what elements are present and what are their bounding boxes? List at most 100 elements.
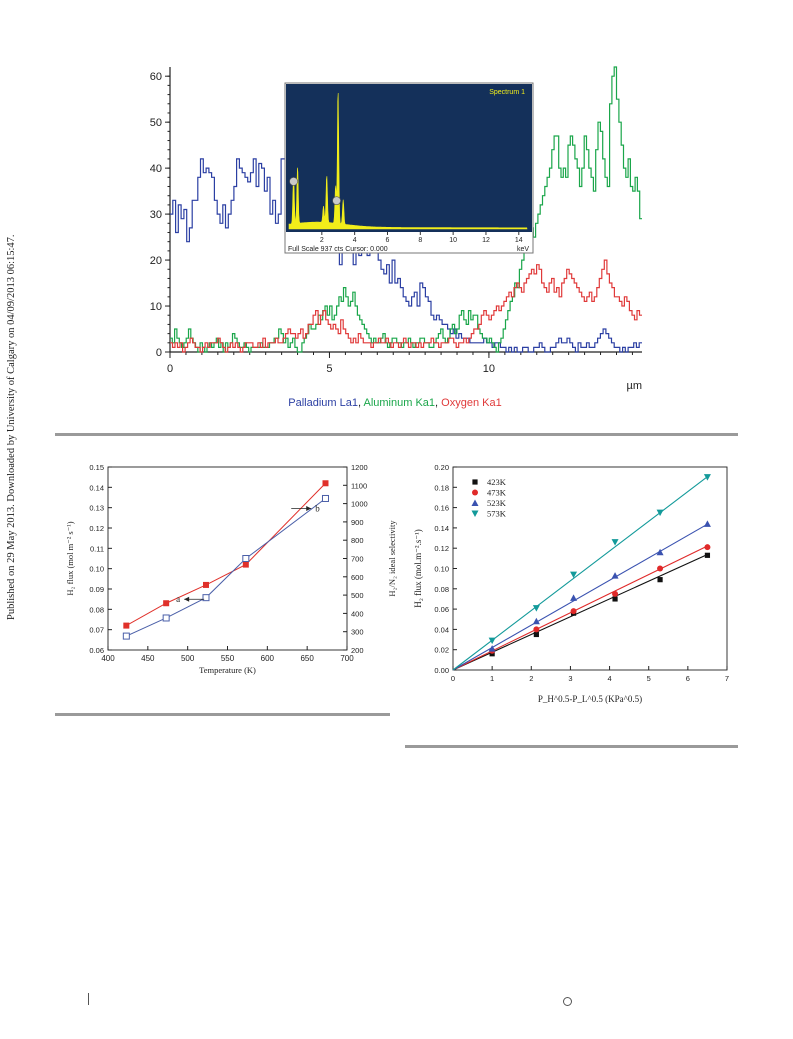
- legend-label-523K: 523K: [487, 498, 507, 508]
- divider-rule: [55, 433, 738, 436]
- x-tick-label: 700: [340, 654, 354, 663]
- fit-line-473K: [452, 545, 708, 671]
- point-423K: [533, 631, 539, 638]
- y-tick-label: 0.00: [434, 666, 449, 675]
- legend-oxygen: Oxygen Ka1: [441, 397, 502, 409]
- series-b-point: [321, 494, 329, 502]
- y-left-tick-label: 0.13: [89, 504, 104, 513]
- inset-x-tick-label: 2: [320, 237, 324, 244]
- x-tick-label: 550: [221, 654, 235, 663]
- series-a-line: [126, 482, 326, 627]
- x-tick-label: 5: [326, 363, 332, 375]
- y-tick-label: 0.16: [434, 504, 449, 513]
- eds-spectrum-inset: Spectrum 1 2 4 6 8 10 12 14 Full Scale 937 cts C…: [284, 82, 534, 254]
- series-aluminum-line: [170, 66, 642, 353]
- y-right-tick-label: 700: [351, 555, 364, 564]
- legend-label-473K: 473K: [487, 488, 507, 498]
- footer-bar: [88, 993, 89, 1005]
- y-axis-label: H₂ flux (mol.m⁻².s⁻¹): [413, 529, 423, 608]
- point-573K: [532, 605, 540, 612]
- y-left-tick-label: 0.12: [89, 524, 104, 533]
- inset-x-tick-label: 8: [418, 237, 422, 244]
- y-tick-label: 0.10: [434, 565, 449, 574]
- inset-x-tick-label: 14: [515, 237, 523, 244]
- series-b-point: [162, 614, 170, 622]
- series-b-point: [242, 555, 250, 562]
- eds-linescan-chart: 0 10 20 30 40 50 60 0 5 10 Spectrum 1 2 4 6 8 10 12 14 Fu…: [150, 66, 642, 409]
- x-tick-label: 1: [490, 674, 494, 683]
- y-tick-label: 10: [150, 301, 162, 313]
- point-573K: [488, 637, 496, 645]
- y-right-tick-label: 500: [351, 591, 364, 600]
- series-a-point: [123, 622, 130, 629]
- y-tick-label: 0.02: [434, 646, 449, 655]
- fit-line-523K: [452, 523, 708, 671]
- series-a-point: [202, 581, 209, 588]
- y-left-tick-label: 0.14: [89, 483, 104, 492]
- x-tick-label: 400: [101, 654, 115, 663]
- inset-peak-marker: [332, 196, 341, 205]
- inset-peak-marker: [289, 177, 298, 186]
- inset-footer: Full Scale 937 cts Cursor: 0.000: [288, 246, 388, 253]
- footer-circle-icon: [563, 997, 572, 1006]
- y-right-tick-label: 600: [351, 573, 364, 582]
- series-palladium-line: [170, 158, 642, 353]
- inset-x-tick-label: 4: [353, 237, 357, 244]
- point-523K: [611, 572, 619, 579]
- x-tick-label: 6: [686, 674, 690, 683]
- inset-label: Spectrum 1: [489, 89, 525, 96]
- y-tick-label: 0.08: [434, 585, 449, 594]
- y-right-tick-label: 800: [351, 536, 364, 545]
- x-tick-label: 2: [529, 674, 533, 683]
- inset-x-tick-label: 12: [482, 237, 490, 244]
- eds-x-unit: µm: [626, 380, 642, 392]
- legend-palladium: Palladium La1: [288, 397, 358, 409]
- series-oxygen-line: [170, 259, 642, 353]
- point-473K: [612, 590, 619, 597]
- eds-legend: Palladium La1, Aluminum Ka1, Oxygen Ka1: [288, 397, 501, 409]
- point-473K: [657, 565, 664, 572]
- y-right-tick-label: 1200: [351, 463, 368, 472]
- point-473K: [570, 608, 577, 615]
- y-tick-label: 60: [150, 71, 162, 83]
- y-left-tick-label: 0.10: [89, 565, 104, 574]
- y-tick-label: 0.14: [434, 524, 449, 533]
- y-right-axis-label: H₂/N₂ ideal selectivity: [387, 520, 397, 597]
- eds-series: [170, 66, 642, 353]
- legend-label-573K: 573K: [487, 509, 507, 519]
- series-b-point: [202, 594, 210, 602]
- series-a-point: [242, 561, 249, 568]
- series-a-point: [322, 480, 329, 487]
- x-tick-label: 4: [607, 674, 611, 683]
- y-left-tick-label: 0.09: [89, 585, 104, 594]
- point-573K: [703, 474, 711, 481]
- point-523K: [570, 594, 578, 601]
- y-left-tick-label: 0.11: [90, 544, 104, 553]
- x-tick-label: 600: [261, 654, 275, 663]
- x-axis-label: Temperature (K): [199, 665, 256, 675]
- x-tick-label: 7: [725, 674, 729, 683]
- y-tick-label: 0.06: [434, 605, 449, 614]
- y-tick-label: 0.20: [434, 463, 449, 472]
- y-tick-label: 0.04: [434, 625, 449, 634]
- y-left-tick-label: 0.15: [89, 463, 104, 472]
- publication-side-note: Published on 29 May 2013. Downloaded by …: [6, 234, 17, 620]
- point-423K: [612, 596, 618, 602]
- point-423K: [489, 651, 495, 657]
- x-tick-label: 450: [141, 654, 155, 663]
- y-tick-label: 0.12: [434, 544, 449, 553]
- y-tick-label: 20: [150, 255, 162, 267]
- y-left-axis-label: H₂ flux (mol m⁻² s⁻¹): [65, 521, 75, 595]
- y-right-tick-label: 400: [351, 609, 364, 618]
- x-tick-label: 10: [483, 363, 495, 375]
- point-523K: [703, 520, 711, 527]
- flux-temperature-chart: 400 450 500 550 600 650 700 0.06 0.07 0.08 0.09 0.1…: [65, 463, 397, 675]
- annotation-a-label: a: [176, 594, 180, 604]
- inset-x-unit: keV: [517, 246, 529, 253]
- y-left-tick-label: 0.07: [89, 626, 104, 635]
- inset-spectrum: [288, 92, 528, 230]
- y-tick-label: 30: [150, 209, 162, 221]
- legend-marker-423K: [472, 479, 478, 485]
- point-473K: [533, 626, 540, 633]
- y-left-tick-label: 0.08: [89, 605, 104, 614]
